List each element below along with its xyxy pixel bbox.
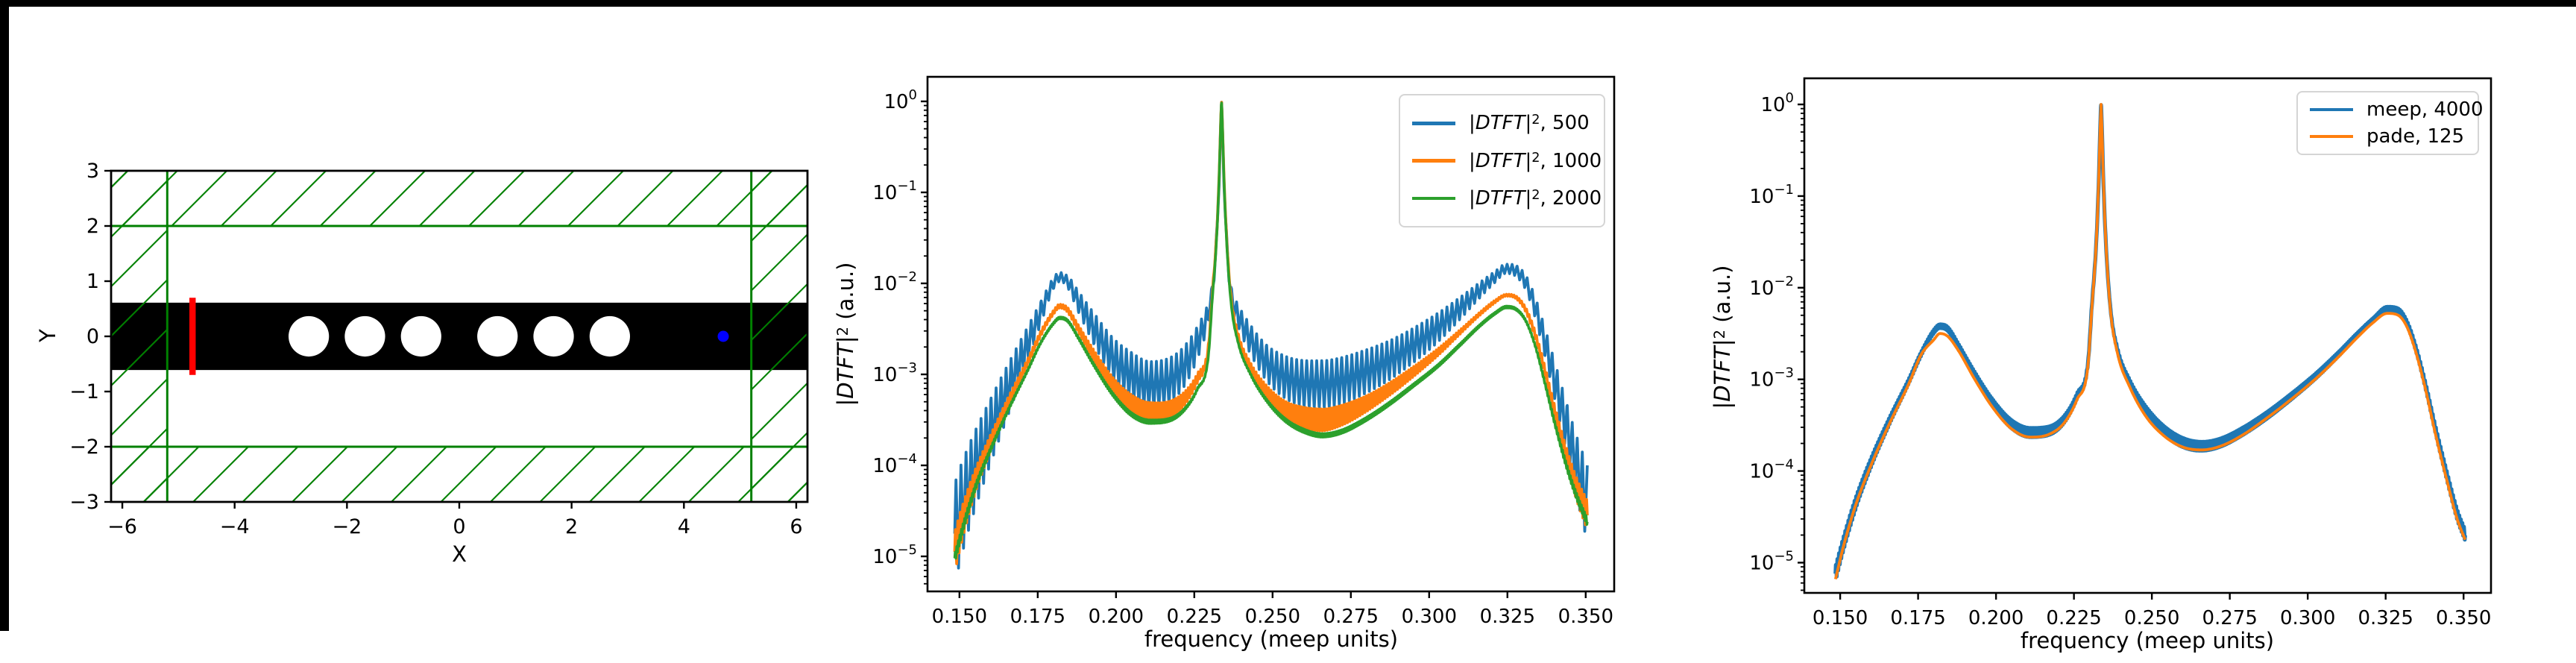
x-tick-label: 0.200 (1089, 606, 1144, 628)
series-pade-125 (1833, 103, 2467, 580)
x-tick-label: 0.150 (1813, 607, 1868, 629)
x-tick-label: 0.350 (2436, 607, 2491, 629)
legend-line-sample (2310, 134, 2353, 139)
y-tick-label: 10−5 (1749, 548, 1794, 574)
x-tick-label: 0.200 (1968, 607, 2024, 629)
x-tick-label: 0.250 (1245, 606, 1300, 628)
y-tick-label: −2 (69, 436, 99, 459)
y-tick-label: −3 (69, 491, 99, 514)
y-tick-label: 10−1 (1749, 182, 1794, 208)
axes-spine (1803, 77, 2492, 594)
series--dtft-2-500 (953, 101, 1589, 570)
x-tick-label: 0.275 (2202, 607, 2257, 629)
x-tick-label: −2 (332, 515, 362, 538)
legend-line-sample (2310, 107, 2353, 112)
legend-label: |DTFT|2, 2000 (1469, 186, 1602, 210)
air-hole (589, 315, 630, 357)
geometry-xlabel: X (452, 541, 467, 567)
x-tick-label: 0.225 (2046, 607, 2101, 629)
x-tick-label: 0.325 (1480, 606, 1535, 628)
legend-item: |DTFT|2, 1000 (1412, 150, 1602, 172)
air-hole (477, 315, 518, 357)
monitor-point (717, 330, 729, 342)
comparison-xlabel: frequency (meep units) (2020, 628, 2275, 653)
axes-spine (926, 75, 1616, 593)
pml-hatch-region (111, 447, 807, 502)
pml-hatch-region (751, 171, 807, 502)
pml-hatch-region (111, 171, 807, 226)
dtft-curves (953, 101, 1589, 570)
x-tick-label: 0.325 (2358, 607, 2413, 629)
waveguide (111, 302, 807, 371)
y-tick-label: −1 (69, 380, 99, 403)
legend-item: meep, 4000 (2310, 98, 2484, 121)
x-tick-label: 6 (790, 515, 802, 538)
legend-line-sample (1412, 196, 1455, 200)
legend-line-sample (1412, 122, 1455, 125)
legend-label: |DTFT|2, 1000 (1469, 149, 1602, 172)
y-tick-label: 10−4 (872, 451, 917, 477)
y-tick-label: 10−2 (1749, 274, 1794, 300)
y-tick-label: 10−4 (1749, 457, 1794, 483)
x-tick-label: 0.275 (1323, 606, 1379, 628)
legend-item: |DTFT|2, 2000 (1412, 187, 1602, 210)
x-tick-label: 0.225 (1167, 606, 1222, 628)
y-tick-label: 10−3 (872, 360, 917, 386)
x-tick-label: 0.300 (2280, 607, 2335, 629)
legend-item: |DTFT|2, 500 (1412, 112, 1592, 134)
x-tick-label: 0.350 (1558, 606, 1613, 628)
pml-hatch-region (111, 171, 168, 502)
legend-label: |DTFT|2, 500 (1469, 112, 1590, 135)
y-tick-label: 10−5 (872, 542, 917, 568)
comparison-curves (1833, 103, 2467, 580)
y-tick-label: 0 (86, 325, 99, 348)
y-tick-label: 100 (1760, 90, 1794, 116)
y-tick-label: 10−1 (872, 178, 917, 204)
legend-item: pade, 125 (2310, 125, 2466, 148)
dtft-xlabel: frequency (meep units) (1144, 626, 1399, 652)
x-tick-label: 0.150 (932, 606, 987, 628)
x-tick-label: 2 (565, 515, 578, 538)
dtft-legend: |DTFT|2, 500 |DTFT|2, 1000 |DTFT|2, 2000 (1399, 94, 1605, 227)
y-tick-label: 10−2 (872, 269, 917, 295)
x-tick-label: 0.250 (2124, 607, 2179, 629)
x-tick-label: 0 (453, 515, 465, 538)
y-tick-label: 1 (86, 270, 99, 293)
air-hole (289, 315, 330, 357)
series-meep-4000 (1833, 103, 2467, 579)
x-tick-label: −6 (107, 515, 137, 538)
series--dtft-2-1000 (953, 101, 1589, 565)
x-tick-label: 4 (678, 515, 690, 538)
air-hole (344, 315, 385, 357)
series--dtft-2-2000 (953, 101, 1589, 560)
y-tick-label: 100 (884, 87, 917, 113)
dtft-ylabel: |DTFT|2 (a.u.) (833, 262, 858, 406)
air-hole (400, 315, 441, 357)
geometry-ylabel: Y (35, 329, 60, 342)
geometry-plot: −6 −4 −2 0 2 4 6 3 2 1 0 −1 −2 −3 (69, 160, 809, 538)
left-border (0, 0, 9, 631)
comparison-legend: meep, 4000 pade, 125 (2296, 91, 2484, 155)
legend-label: pade, 125 (2366, 125, 2465, 148)
y-tick-label: 2 (86, 215, 99, 238)
legend-line-sample (1412, 159, 1455, 163)
y-tick-label: 10−3 (1749, 365, 1794, 392)
air-hole (533, 315, 574, 357)
x-tick-label: 0.300 (1402, 606, 1457, 628)
top-border (0, 0, 2576, 7)
y-tick-label: 3 (86, 160, 99, 183)
x-tick-label: 0.175 (1010, 606, 1065, 628)
x-tick-label: −4 (220, 515, 250, 538)
dtft-plot: 0.150 0.175 0.200 0.225 0.250 0.275 0.300 0.325… (872, 75, 1616, 628)
comparison-ylabel: |DTFT|2 (a.u.) (1710, 265, 1735, 409)
legend-label: meep, 4000 (2366, 98, 2484, 121)
comparison-plot: 0.150 0.175 0.200 0.225 0.250 0.275 0.300 0.325… (1749, 77, 2492, 629)
x-tick-label: 0.175 (1890, 607, 1945, 629)
